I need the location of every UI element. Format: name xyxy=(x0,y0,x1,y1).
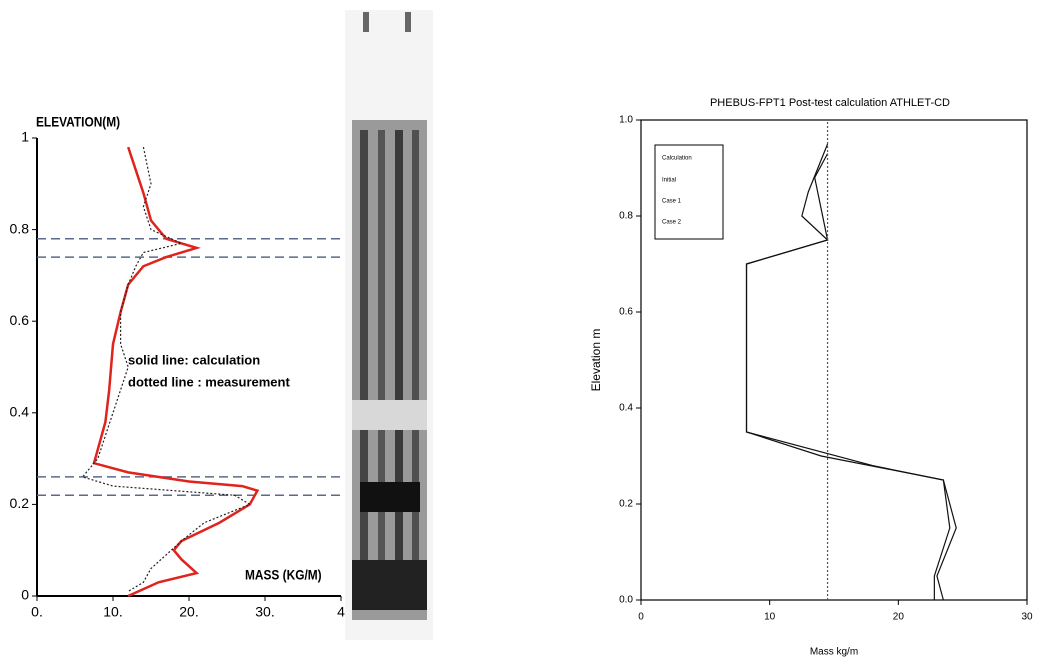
y-tick-label: 0.0 xyxy=(619,595,633,606)
y-tick-label: 0.8 xyxy=(10,220,30,236)
x-tick-label: 20 xyxy=(893,612,905,623)
x-tick-label: 30 xyxy=(1021,612,1033,623)
y-tick-label: 0.2 xyxy=(619,499,633,510)
right-chart: PHEBUS-FPT1 Post-test calculation ATHLET… xyxy=(589,97,1033,658)
photo-top xyxy=(363,12,369,32)
page: ELEVATION(M) MASS (KG/M) solid line: cal… xyxy=(0,0,1038,662)
y-tick-label: 0.2 xyxy=(10,495,30,511)
y-tick-label: 0.8 xyxy=(619,211,633,222)
legend-title: Calculation xyxy=(662,156,692,162)
chart-title: PHEBUS-FPT1 Post-test calculation ATHLET… xyxy=(710,97,950,109)
data-line xyxy=(94,147,257,596)
annotation: solid line: calculation xyxy=(128,352,260,367)
photo-rod xyxy=(360,130,368,610)
annotation: dotted line : measurement xyxy=(128,374,290,389)
photo-band xyxy=(352,560,427,610)
legend-entry: Case 1 xyxy=(662,199,682,205)
photo-band xyxy=(360,482,420,512)
photo-top xyxy=(405,12,411,32)
legend-entry: Case 2 xyxy=(662,220,682,226)
y-tick-label: 0.4 xyxy=(619,403,633,414)
data-line xyxy=(83,147,250,591)
legend-entry: Initial xyxy=(662,178,676,184)
x-tick-label: 10 xyxy=(764,612,776,623)
photo-band xyxy=(352,400,427,430)
y-tick-label: 1 xyxy=(21,129,29,145)
x-tick-label: 0. xyxy=(31,604,43,620)
photo-rod xyxy=(412,130,419,610)
y-axis-title: Elevation m xyxy=(589,329,603,392)
rod-photo xyxy=(345,10,433,640)
data-line xyxy=(747,144,957,600)
x-axis-title: MASS (KG/M) xyxy=(245,567,322,583)
x-tick-label: 4 xyxy=(337,604,345,620)
photo-rod xyxy=(395,130,403,610)
data-line xyxy=(747,154,950,600)
y-tick-label: 1.0 xyxy=(619,115,633,126)
y-axis-title: ELEVATION(M) xyxy=(36,114,120,130)
y-tick-label: 0.6 xyxy=(10,312,30,328)
y-tick-label: 0.6 xyxy=(619,307,633,318)
left-chart: ELEVATION(M) MASS (KG/M) solid line: cal… xyxy=(10,114,346,620)
figure: ELEVATION(M) MASS (KG/M) solid line: cal… xyxy=(0,0,1038,662)
y-tick-label: 0.4 xyxy=(10,404,30,420)
y-tick-label: 0 xyxy=(21,587,29,603)
x-tick-label: 30. xyxy=(255,604,274,620)
x-tick-label: 0 xyxy=(638,612,644,623)
x-tick-label: 10. xyxy=(103,604,122,620)
x-axis-title: Mass kg/m xyxy=(810,647,858,658)
photo-rod xyxy=(378,130,385,610)
x-tick-label: 20. xyxy=(179,604,198,620)
